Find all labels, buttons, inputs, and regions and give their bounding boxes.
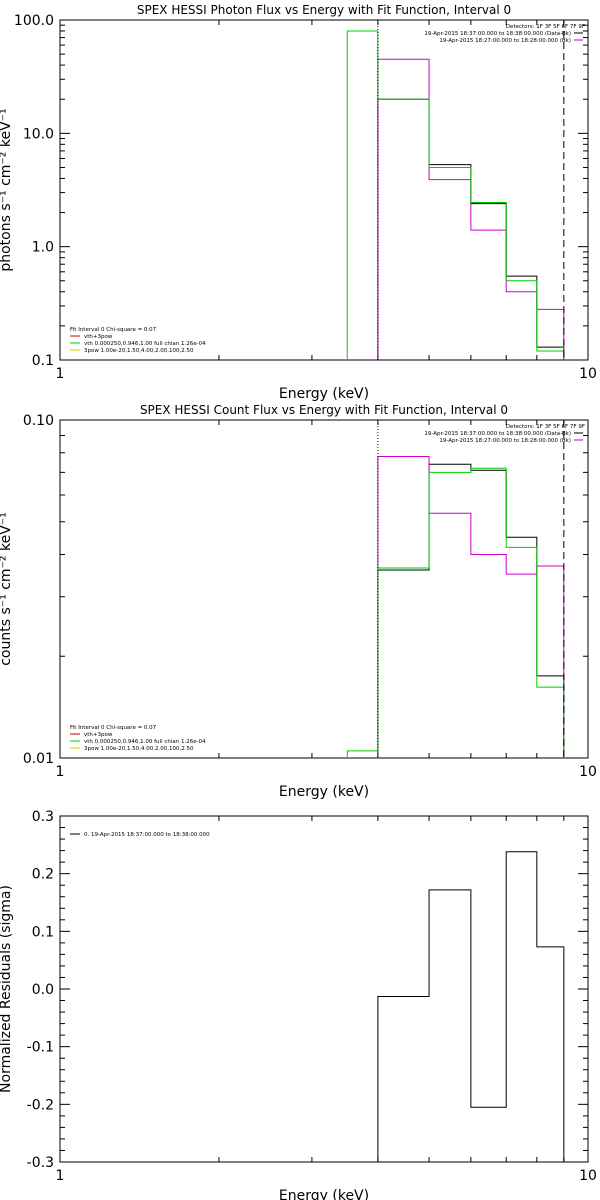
legend-entry: vth+3pow: [84, 732, 113, 738]
y-tick-label: 0.0: [32, 982, 54, 998]
y-tick-label: -0.1: [27, 1040, 54, 1056]
x-tick-label: 10: [579, 366, 597, 382]
legend-bl: Fit Interval 0 Chi-square = 0.07vth+3pow…: [70, 725, 206, 752]
chart-title: SPEX HESSI Count Flux vs Energy with Fit…: [140, 403, 508, 417]
chart-panel-3: 1 10 -0.3 -0.2 -0.1 0.0 0.1 0.2 0.3 Energy (keV) N…: [0, 809, 597, 1200]
legend-tr: Detectors: 1F 3F 5F 6F 7F 9F19-Apr-2015 …: [424, 24, 585, 44]
series-1-histogram: [377, 98, 565, 360]
legend-tl: 0. 19-Apr-2015 18:37:00.000 to 18:38:00.…: [70, 832, 210, 838]
legend-entry: 19-Apr-2015 18:37:00.000 to 18:38:00.000…: [424, 431, 571, 437]
legend-entry: vth+3pow: [84, 334, 113, 340]
series-3-histogram: [346, 467, 565, 758]
y-tick-label: 0.10: [23, 413, 54, 429]
data-layer: [346, 455, 565, 758]
y-tick-label: -0.2: [27, 1097, 54, 1113]
series-3-histogram: [346, 30, 565, 360]
legend-entry: Fit Interval 0 Chi-square = 0.07: [70, 327, 157, 333]
legend-entry: Detectors: 1F 3F 5F 6F 7F 9F: [506, 24, 585, 30]
chart-panel-2: SPEX HESSI Count Flux vs Energy with Fit…: [0, 403, 597, 800]
x-axis-label: Energy (keV): [279, 386, 369, 402]
plot-frame: [59, 19, 589, 361]
legend-entry: 19-Apr-2015 18:27:00.000 to 18:28:00.000…: [439, 438, 571, 444]
legend-entry: Fit Interval 0 Chi-square = 0.07: [70, 725, 157, 731]
y-tick-label: 10.0: [23, 126, 54, 142]
legend-bl: Fit Interval 0 Chi-square = 0.07vth+3pow…: [70, 327, 206, 354]
series-2-histogram: [377, 58, 565, 360]
legend-entry: Detectors: 1F 3F 5F 6F 7F 9F: [506, 424, 585, 430]
y-axis-label: counts s⁻¹ cm⁻² keV⁻¹: [0, 512, 14, 666]
x-axis-label: Energy (keV): [279, 784, 369, 800]
series-2-histogram: [377, 455, 565, 758]
chart-title: SPEX HESSI Photon Flux vs Energy with Fi…: [137, 3, 511, 17]
legend-entry: 19-Apr-2015 18:27:00.000 to 18:28:00.000…: [439, 38, 571, 44]
y-axis-label: photons s⁻¹ cm⁻² keV⁻¹: [0, 108, 14, 271]
series-1-histogram: [377, 463, 565, 758]
legend-entry: 3pow 1.00e-20,1.50,4.00,2.00,100,2.50: [84, 746, 194, 752]
x-tick-label: 1: [56, 1168, 65, 1184]
y-tick-label: 0.2: [32, 867, 54, 883]
x-tick-label: 10: [579, 764, 597, 780]
series-1-histogram: [377, 851, 565, 1162]
y-tick-label: 0.1: [32, 353, 54, 369]
y-axis-label: Normalized Residuals (sigma): [0, 885, 14, 1093]
x-axis-label: Energy (keV): [279, 1188, 369, 1200]
y-tick-label: 0.01: [23, 751, 54, 767]
plot-frame: [59, 815, 589, 1163]
y-tick-label: 1.0: [32, 240, 54, 256]
chart-panel-1: SPEX HESSI Photon Flux vs Energy with Fi…: [0, 3, 597, 402]
data-layer: [346, 30, 565, 360]
plot-frame: [59, 419, 589, 759]
legend-entry: vth 0.000250,0.946,1.00 full chian 1.26e…: [84, 341, 206, 347]
legend-entry: vth 0.000250,0.946,1.00 full chian 1.26e…: [84, 739, 206, 745]
legend-entry: 19-Apr-2015 18:37:00.000 to 18:38:00.000…: [424, 31, 571, 37]
y-tick-label: -0.3: [27, 1155, 54, 1171]
x-tick-label: 1: [56, 366, 65, 382]
legend-tr: Detectors: 1F 3F 5F 6F 7F 9F19-Apr-2015 …: [424, 424, 585, 444]
x-tick-label: 1: [56, 764, 65, 780]
legend-entry: 3pow 1.00e-20,1.50,4.00,2.00,100,2.50: [84, 348, 194, 354]
data-layer: [377, 851, 565, 1162]
legend-entry: 0. 19-Apr-2015 18:37:00.000 to 18:38:00.…: [84, 832, 210, 838]
x-tick-label: 10: [579, 1168, 597, 1184]
y-tick-label: 0.1: [32, 924, 54, 940]
y-tick-label: 0.3: [32, 809, 54, 825]
y-tick-label: 100.0: [14, 13, 54, 29]
